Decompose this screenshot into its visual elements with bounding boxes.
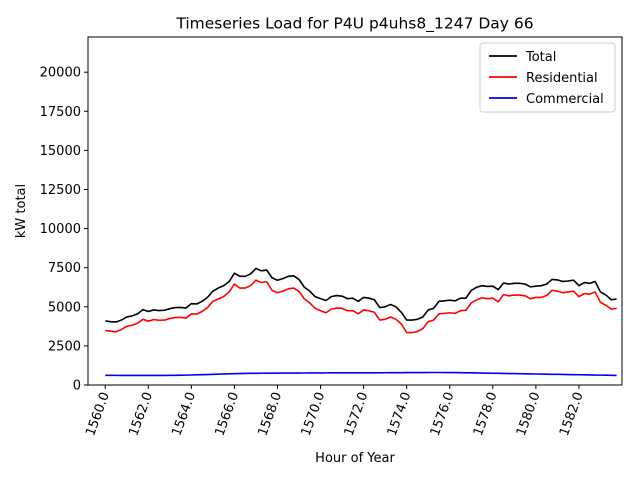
series-line-residential <box>105 279 617 334</box>
y-tick-label: 10000 <box>40 222 81 237</box>
y-axis: 0 2500 5000 7500 10000 12500 15000 17500 20000 <box>40 66 88 394</box>
legend-box <box>479 42 616 113</box>
y-tick-label: 20000 <box>40 66 81 81</box>
legend-label-commercial: Commercial <box>526 92 604 107</box>
legend-label-residential: Residential <box>526 71 598 86</box>
chart-title: Timeseries Load for P4U p4uhs8_1247 Day … <box>175 15 533 34</box>
y-axis-label: kW total <box>14 184 29 238</box>
series-line-total <box>105 267 617 323</box>
y-tick-label: 15000 <box>40 144 81 159</box>
y-tick-label: 2500 <box>48 339 81 354</box>
series-layer <box>105 267 617 377</box>
legend-label-total: Total <box>525 50 556 65</box>
y-tick-label: 17500 <box>40 105 81 120</box>
legend: Total Residential Commercial <box>479 42 616 113</box>
y-tick-label: 0 <box>73 379 81 394</box>
plot-frame <box>87 36 623 386</box>
x-axis-label: Hour of Year <box>315 451 395 466</box>
series-line-commercial <box>105 371 617 377</box>
y-tick-label: 5000 <box>48 300 81 315</box>
y-tick-label: 7500 <box>48 261 81 276</box>
y-tick-label: 12500 <box>40 183 81 198</box>
